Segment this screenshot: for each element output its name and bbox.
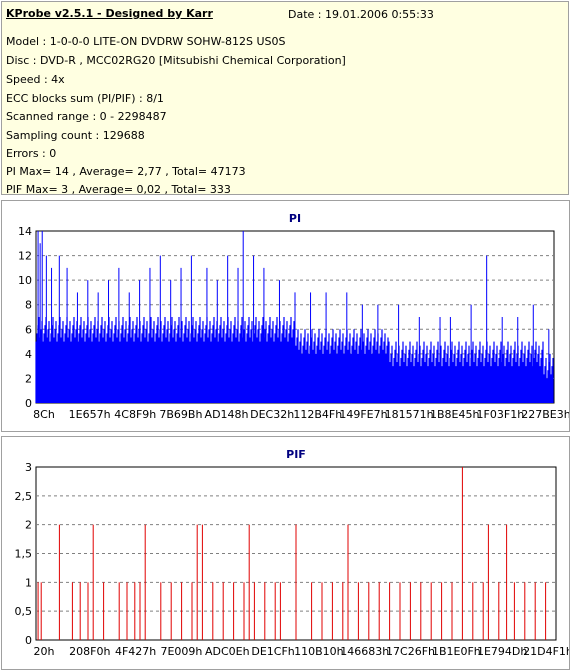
app-title: KProbe v2.5.1 - Designed by Karr [6, 7, 213, 20]
y-tick-label: 0,5 [15, 605, 33, 618]
x-tick-label: 1E657h [69, 408, 111, 421]
x-tick-label: 1E794Dh [477, 645, 527, 658]
x-tick-label: AD148h [205, 408, 249, 421]
x-tick-label: 1B8E45h [430, 408, 479, 421]
y-tick-label: 14 [18, 225, 32, 238]
info-disc: Disc : DVD-R , MCC02RG20 [Mitsubishi Che… [6, 54, 346, 67]
x-tick-label: 110B10h [294, 645, 344, 658]
x-tick-label: 146683h [340, 645, 389, 658]
x-tick-label: 7E009h [160, 645, 202, 658]
x-tick-label: 4F427h [115, 645, 156, 658]
y-tick-label: 0 [25, 397, 32, 410]
pi-chart-panel: PI 0 2 4 6 8 10 12 14 8Ch 1E657h 4C8F9h 7B69Bh AD148h… [1, 200, 570, 432]
y-tick-label: 10 [18, 274, 32, 287]
info-errors: Errors : 0 [6, 147, 57, 160]
x-tick-label: 181571h [385, 408, 434, 421]
x-tick-label: 17C26Fh [386, 645, 435, 658]
pif-chart: PIF 0 0,5 1 1,5 2 2,5 3 20h 208F0h 4F427h 7E009h ADC… [15, 448, 570, 658]
x-tick-label: DEC32h [250, 408, 294, 421]
x-tick-label: ADC0Eh [205, 645, 250, 658]
y-tick-label: 1 [25, 576, 32, 589]
x-tick-label: 112B4Fh [293, 408, 342, 421]
y-tick-label: 12 [18, 250, 32, 263]
y-tick-label: 8 [25, 299, 32, 312]
info-model: Model : 1-0-0-0 LITE-ON DVDRW SOHW-812S … [6, 35, 286, 48]
x-tick-label: 149FE7h [339, 408, 387, 421]
y-tick-label: 3 [25, 461, 32, 474]
x-tick-label: 227BE3h [521, 408, 569, 421]
chart-title: PIF [286, 448, 306, 461]
x-tick-label: 4C8F9h [114, 408, 156, 421]
y-tick-label: 0 [25, 634, 32, 647]
x-tick-label: 21D4F1h [523, 645, 569, 658]
info-pif-stats: PIF Max= 3 , Average= 0,02 , Total= 333 [6, 183, 231, 196]
pi-chart: PI 0 2 4 6 8 10 12 14 8Ch 1E657h 4C8F9h 7B69Bh AD148h… [18, 212, 569, 421]
y-tick-label: 6 [25, 323, 32, 336]
chart-title: PI [289, 212, 301, 225]
y-tick-label: 2 [25, 372, 32, 385]
y-tick-label: 2 [25, 519, 32, 532]
info-range: Scanned range : 0 - 2298487 [6, 110, 167, 123]
scan-date: Date : 19.01.2006 0:55:33 [288, 8, 434, 21]
info-panel: KProbe v2.5.1 - Designed by Karr Date : … [1, 1, 569, 196]
y-tick-label: 1,5 [15, 548, 33, 561]
y-tick-label: 4 [25, 348, 32, 361]
info-sampling: Sampling count : 129688 [6, 129, 145, 142]
x-tick-label: 1B1E0Fh [432, 645, 481, 658]
x-tick-label: 8Ch [33, 408, 55, 421]
info-ecc: ECC blocks sum (PI/PIF) : 8/1 [6, 92, 164, 105]
info-pi-stats: PI Max= 14 , Average= 2,77 , Total= 4717… [6, 165, 246, 178]
x-tick-label: 20h [34, 645, 55, 658]
pif-chart-panel: PIF 0 0,5 1 1,5 2 2,5 3 20h 208F0h 4F427h 7E009h ADC… [1, 436, 570, 670]
x-tick-label: 208F0h [69, 645, 110, 658]
y-tick-label: 2,5 [15, 490, 33, 503]
info-speed: Speed : 4x [6, 73, 65, 86]
x-tick-label: 7B69Bh [159, 408, 202, 421]
x-tick-label: 1F03F1h [477, 408, 525, 421]
x-tick-label: DE1CFh [251, 645, 294, 658]
